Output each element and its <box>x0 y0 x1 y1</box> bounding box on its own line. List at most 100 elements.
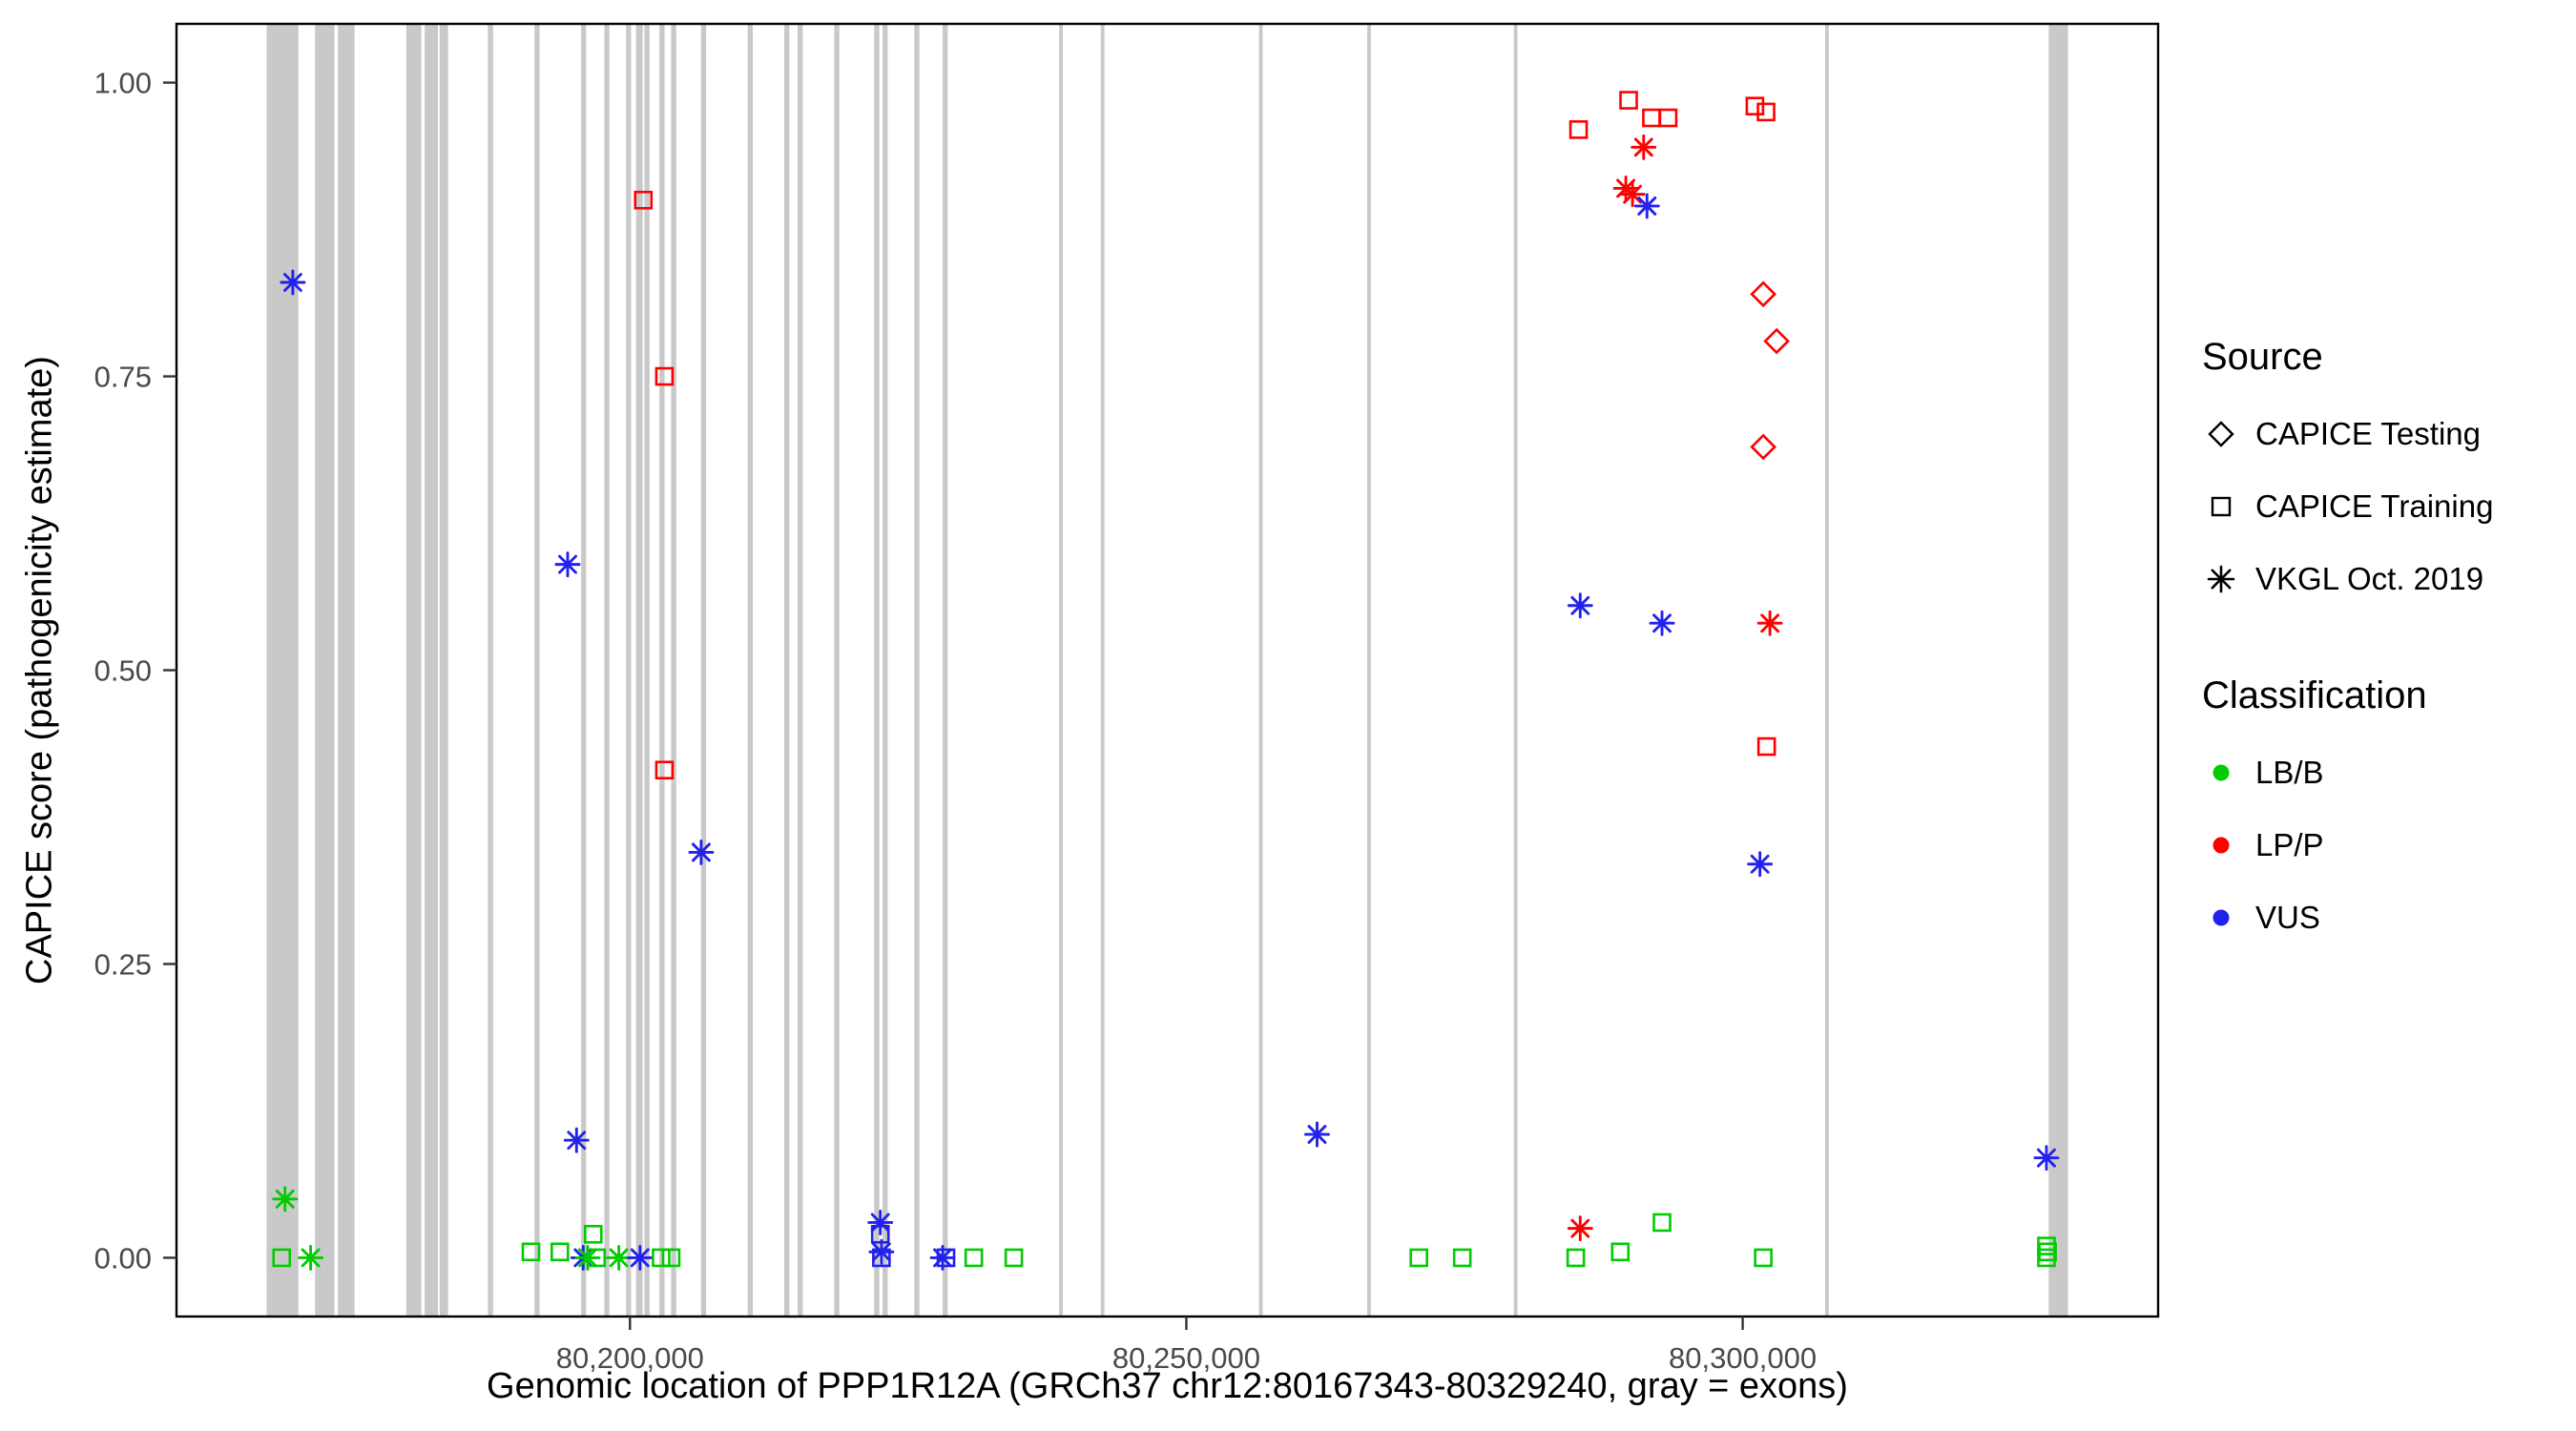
legend-item-capice-testing: CAPICE Testing <box>2202 398 2493 470</box>
data-point-square <box>1652 1213 1672 1233</box>
data-point-square <box>1610 1242 1631 1262</box>
legend-label-capice-training: CAPICE Training <box>2255 488 2494 524</box>
exon-bar <box>700 24 707 1317</box>
x-tick-label: 80,250,000 <box>1112 1341 1260 1375</box>
y-tick-label: 0.25 <box>94 947 152 981</box>
data-point-square <box>1642 108 1661 128</box>
legend-item-lpp: LP/P <box>2202 809 2493 881</box>
data-point-square <box>1658 108 1678 128</box>
data-point-square <box>654 760 675 780</box>
exon-bar <box>581 24 587 1317</box>
exon-bar <box>914 24 920 1317</box>
data-point-square <box>1745 96 1765 116</box>
legend-label-vus: VUS <box>2255 900 2320 935</box>
data-point-asterisk <box>870 1213 890 1233</box>
exon-bar <box>338 24 355 1317</box>
data-point-square <box>521 1242 541 1262</box>
exon-bar <box>1367 24 1371 1317</box>
data-point-asterisk <box>275 1189 295 1209</box>
exon-bar <box>644 24 650 1317</box>
exon-bar <box>405 24 422 1317</box>
data-point-square <box>661 1248 681 1268</box>
exon-bar <box>635 24 643 1317</box>
data-point-asterisk <box>1652 613 1672 633</box>
data-point-asterisk <box>282 273 302 292</box>
data-point-square <box>1452 1248 1472 1268</box>
blue-dot-icon <box>2212 909 2230 926</box>
data-point-asterisk <box>1760 613 1780 633</box>
red-dot-icon <box>2212 837 2230 854</box>
legend-label-lbb: LB/B <box>2255 755 2324 790</box>
data-point-square <box>652 1248 671 1268</box>
x-tick-label: 80,200,000 <box>556 1341 704 1375</box>
data-point-square <box>1568 120 1589 139</box>
y-tick-label: 1.00 <box>94 67 152 100</box>
data-point-square <box>964 1248 984 1268</box>
exon-bar <box>798 24 803 1317</box>
data-point-diamond <box>1763 327 1790 355</box>
exon-bar <box>874 24 880 1317</box>
data-point-asterisk <box>558 554 577 574</box>
legend-label-lpp: LP/P <box>2255 827 2324 862</box>
data-point-square <box>1756 736 1776 757</box>
data-point-square <box>872 1248 891 1268</box>
y-tick-label: 0.75 <box>94 361 152 394</box>
y-tick-label: 0.00 <box>94 1241 152 1275</box>
exon-bar <box>534 24 540 1317</box>
exon-bar <box>266 24 299 1317</box>
data-point-asterisk <box>609 1248 629 1268</box>
data-point-asterisk <box>1307 1125 1327 1145</box>
data-point-square <box>1004 1248 1024 1268</box>
legend-label-capice-testing: CAPICE Testing <box>2255 416 2481 451</box>
legend-item-lbb: LB/B <box>2202 736 2493 809</box>
data-point-square <box>272 1248 292 1268</box>
exon-bar <box>784 24 790 1317</box>
exon-bar <box>1258 24 1263 1317</box>
exon-bar <box>834 24 840 1317</box>
data-point-square <box>1619 91 1638 110</box>
y-tick-label: 0.50 <box>94 654 152 688</box>
exon-bar <box>1059 24 1063 1317</box>
exon-bar <box>439 24 448 1317</box>
y-axis-title: CAPICE score (pathogenicity estimate) <box>19 356 60 985</box>
x-tick-label: 80,300,000 <box>1669 1341 1817 1375</box>
exon-bar <box>604 24 610 1317</box>
exon-bar <box>1100 24 1105 1317</box>
data-point-square <box>634 190 654 210</box>
exon-bar <box>747 24 754 1317</box>
legend-item-capice-training: CAPICE Training <box>2202 470 2493 543</box>
legend-classification-section: Classification LB/B LP/P VUS <box>2202 674 2493 954</box>
exon-bar <box>659 24 665 1317</box>
data-point-square <box>936 1248 956 1268</box>
data-point-asterisk <box>567 1130 587 1151</box>
legend: Source CAPICE Testing CAPICE Training <box>2202 336 2493 954</box>
green-dot-icon <box>2212 764 2230 781</box>
square-icon <box>2211 496 2232 517</box>
legend-item-vus: VUS <box>2202 881 2493 954</box>
data-point-asterisk <box>1633 137 1653 157</box>
data-point-square <box>583 1224 603 1244</box>
data-point-asterisk <box>630 1248 650 1268</box>
exon-bar <box>883 24 888 1317</box>
exon-bar <box>425 24 439 1317</box>
exon-bar <box>626 24 632 1317</box>
data-point-square <box>587 1248 607 1268</box>
data-point-asterisk <box>1750 854 1770 874</box>
exon-bar <box>671 24 676 1317</box>
panel-border <box>175 22 2160 1318</box>
data-point-asterisk <box>301 1248 321 1268</box>
data-point-square <box>2037 1248 2056 1268</box>
data-point-asterisk <box>2037 1148 2056 1168</box>
asterisk-icon <box>2207 565 2235 593</box>
exon-bar <box>315 24 335 1317</box>
data-point-asterisk <box>691 842 711 862</box>
legend-classification-title: Classification <box>2202 674 2427 716</box>
exon-bar <box>2048 24 2068 1317</box>
data-point-square <box>1756 102 1776 122</box>
diamond-icon <box>2208 421 2234 447</box>
x-axis-title: Genomic location of PPP1R12A (GRCh37 chr… <box>487 1366 1848 1406</box>
exon-bar <box>943 24 948 1317</box>
exon-bar <box>1824 24 1829 1317</box>
